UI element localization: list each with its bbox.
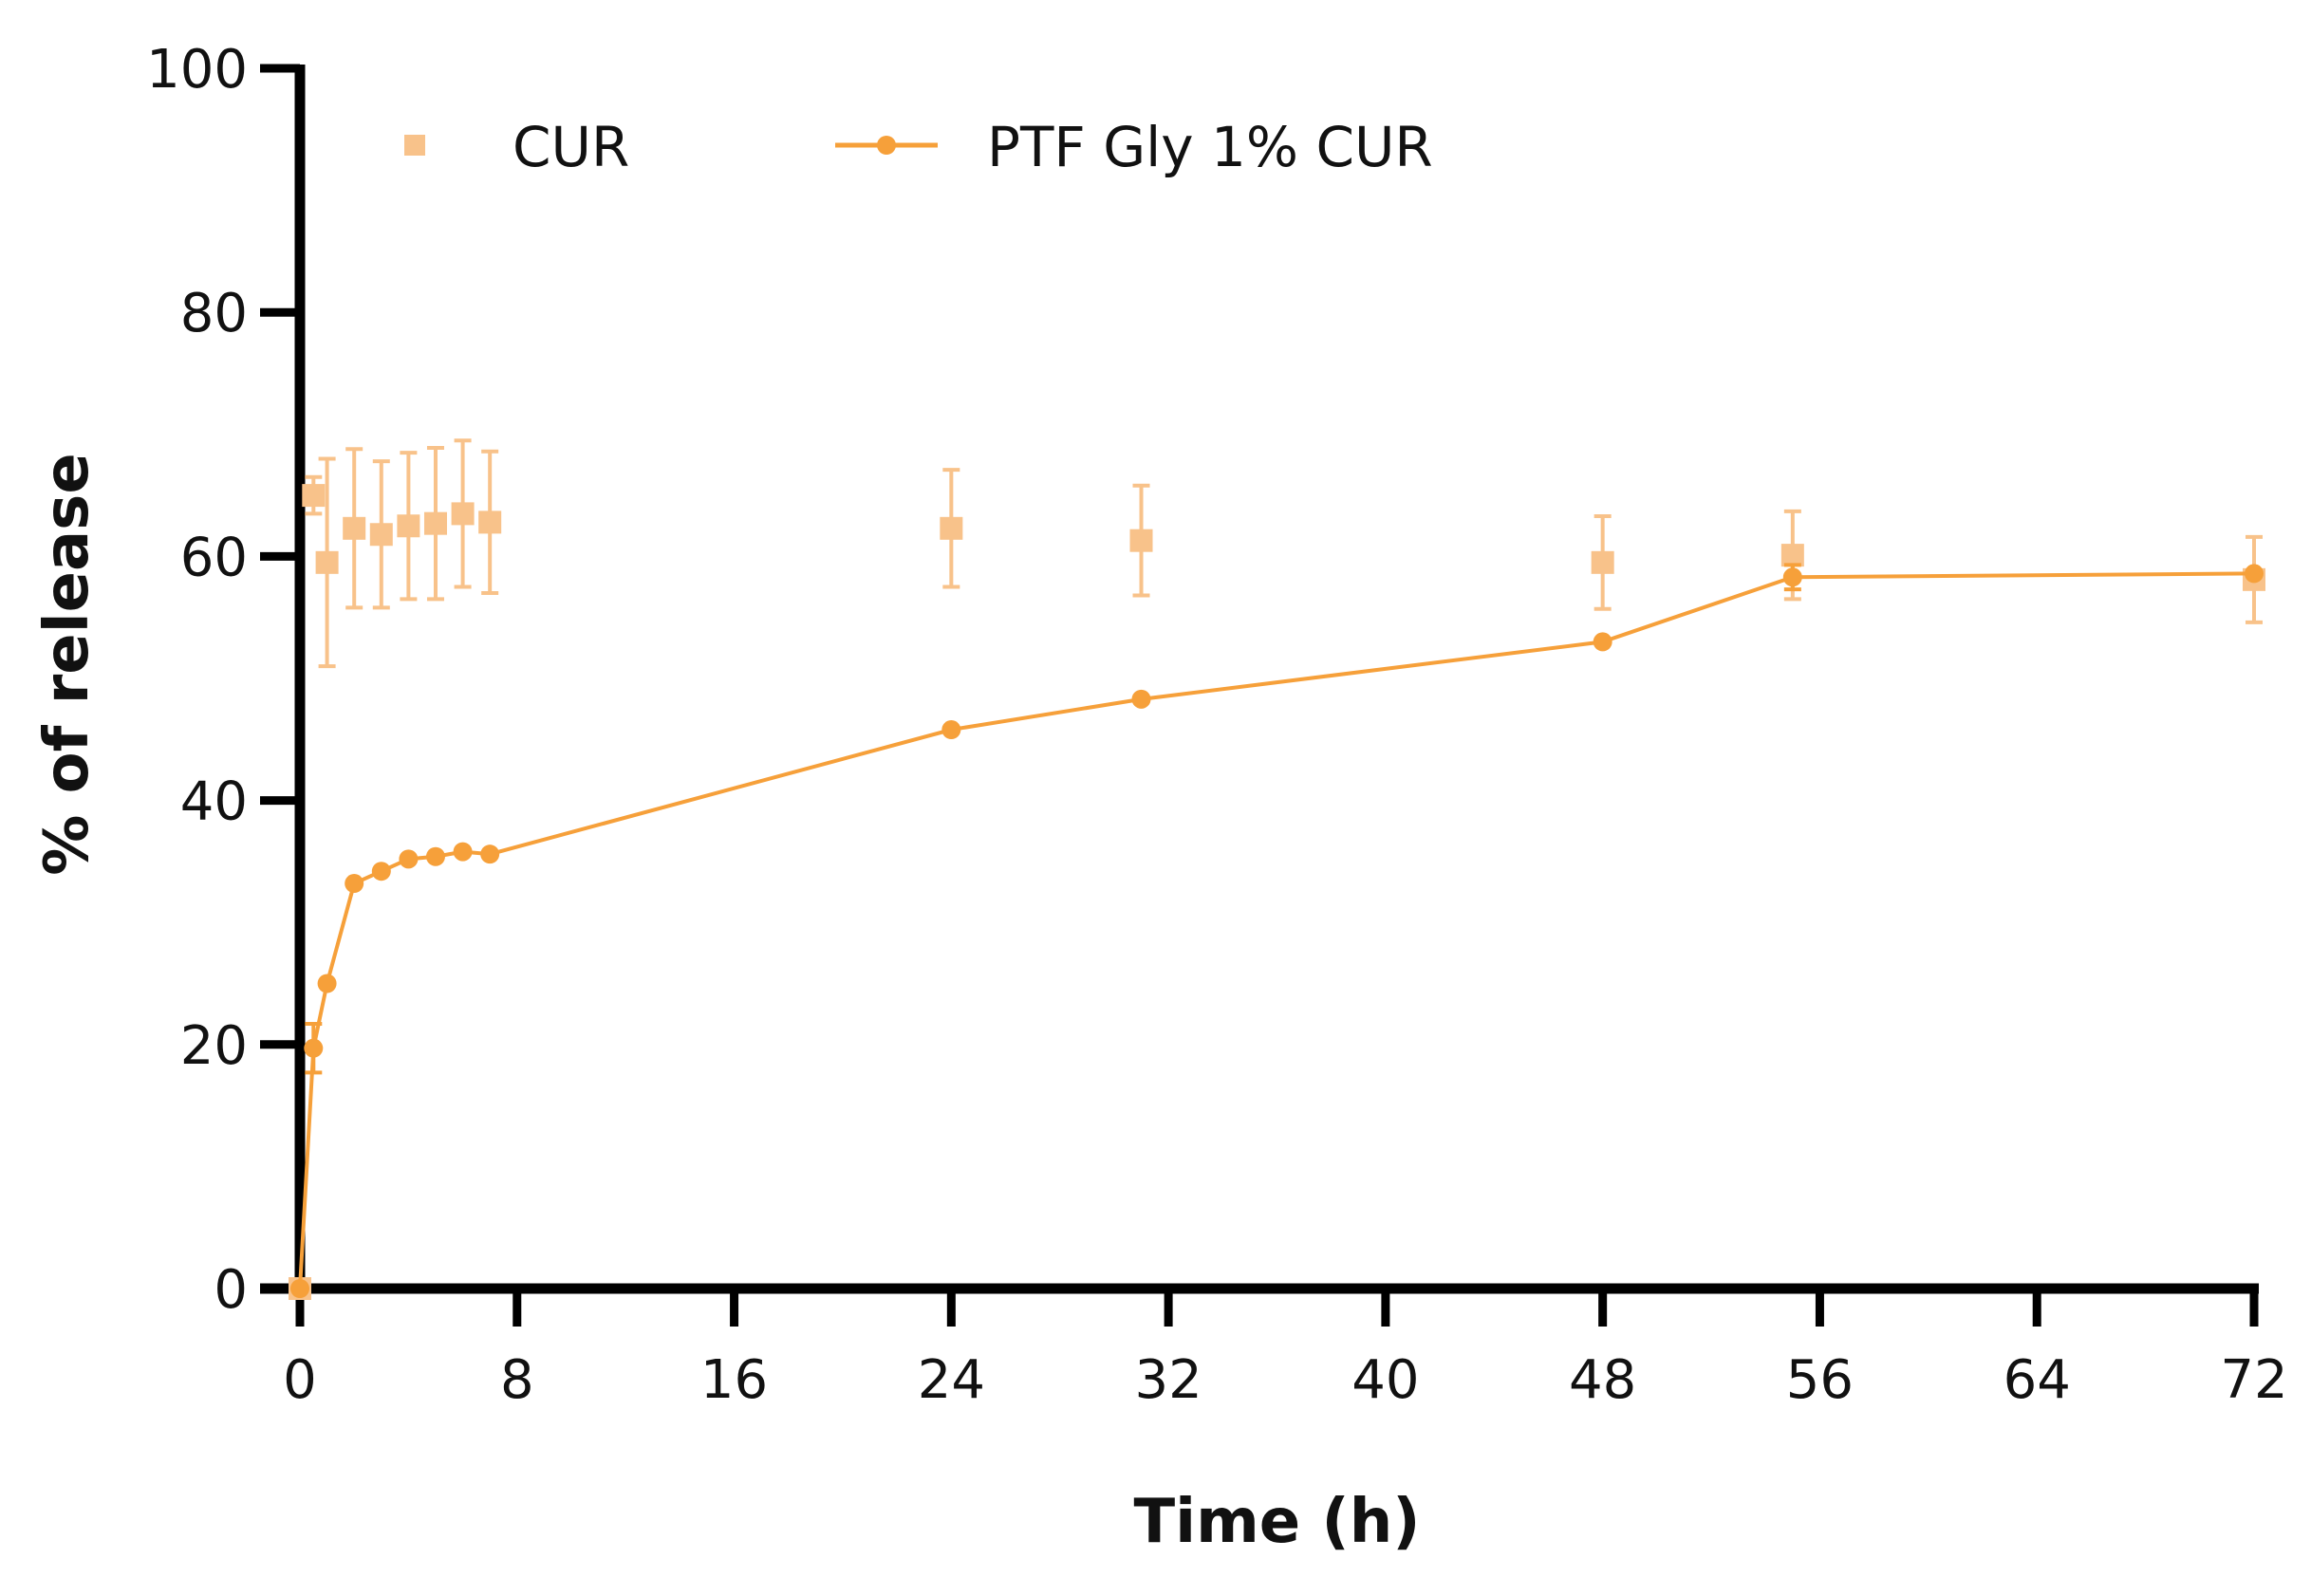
ptf-gly-point (1593, 632, 1612, 652)
x-tick-label: 24 (918, 1349, 985, 1411)
ptf-gly-point (304, 1038, 324, 1058)
y-ticks: 0 20 40 60 80 100 (146, 39, 300, 1321)
x-tick-label: 40 (1351, 1349, 1419, 1411)
cur-point (315, 550, 339, 574)
y-tick-label: 80 (180, 283, 248, 344)
ptf-gly-point (941, 720, 961, 740)
ptf-gly-point (480, 844, 500, 864)
legend-item-cur: CUR (404, 115, 629, 179)
ptf-gly-line (298, 571, 2255, 1290)
y-axis-title: % of release (32, 453, 103, 876)
ptf-gly-point (2245, 564, 2264, 584)
legend-marker-cur (404, 135, 425, 156)
x-tick-label: 16 (700, 1349, 768, 1411)
x-tick-label: 64 (2003, 1349, 2071, 1411)
cur-point (397, 514, 420, 538)
y-tick-label: 40 (180, 771, 248, 833)
axes: 0 20 40 60 80 100 0 8 16 24 32 40 48 56 64 72 (146, 39, 2288, 1411)
ptf-gly-point (317, 974, 337, 993)
x-tick-label: 48 (1569, 1349, 1636, 1411)
ptf-gly-point (1131, 689, 1151, 709)
cur-point (369, 523, 393, 547)
legend-marker-ptf-gly (877, 136, 896, 155)
series-ptf-gly (290, 563, 2264, 1298)
x-tick-label: 56 (1786, 1349, 1854, 1411)
legend-label-ptf-gly: PTF Gly 1% CUR (987, 115, 1433, 179)
x-tick-label: 32 (1134, 1349, 1202, 1411)
x-axis-title: Time (h) (1133, 1487, 1420, 1557)
cur-point (343, 516, 366, 540)
cur-point (1591, 550, 1614, 574)
series-cur (289, 438, 2265, 1300)
x-tick-label: 72 (2220, 1349, 2287, 1411)
cur-point (423, 511, 447, 535)
ptf-gly-point (453, 842, 473, 862)
ptf-gly-point (345, 874, 364, 894)
x-tick-label: 0 (283, 1349, 317, 1411)
cur-point (940, 516, 963, 540)
x-ticks: 0 8 16 24 32 40 48 56 64 72 (283, 1289, 2288, 1411)
y-tick-label: 60 (180, 527, 248, 588)
legend-label-cur: CUR (513, 115, 629, 179)
cur-point (451, 502, 475, 526)
legend-item-ptf-gly: PTF Gly 1% CUR (835, 115, 1433, 179)
y-tick-label: 20 (180, 1015, 248, 1077)
y-tick-label: 0 (214, 1259, 248, 1321)
ptf-gly-point (399, 849, 419, 869)
x-tick-label: 8 (500, 1349, 534, 1411)
cur-point (302, 484, 326, 508)
ptf-gly-point (371, 862, 391, 882)
cur-point (1780, 544, 1804, 567)
ptf-gly-point (290, 1279, 309, 1298)
ptf-gly-point (425, 846, 445, 866)
ptf-gly-point (1782, 567, 1802, 587)
cur-point (1129, 529, 1153, 552)
y-tick-label: 100 (146, 39, 248, 101)
cur-point (478, 510, 502, 534)
legend: CUR PTF Gly 1% CUR (404, 115, 1433, 179)
